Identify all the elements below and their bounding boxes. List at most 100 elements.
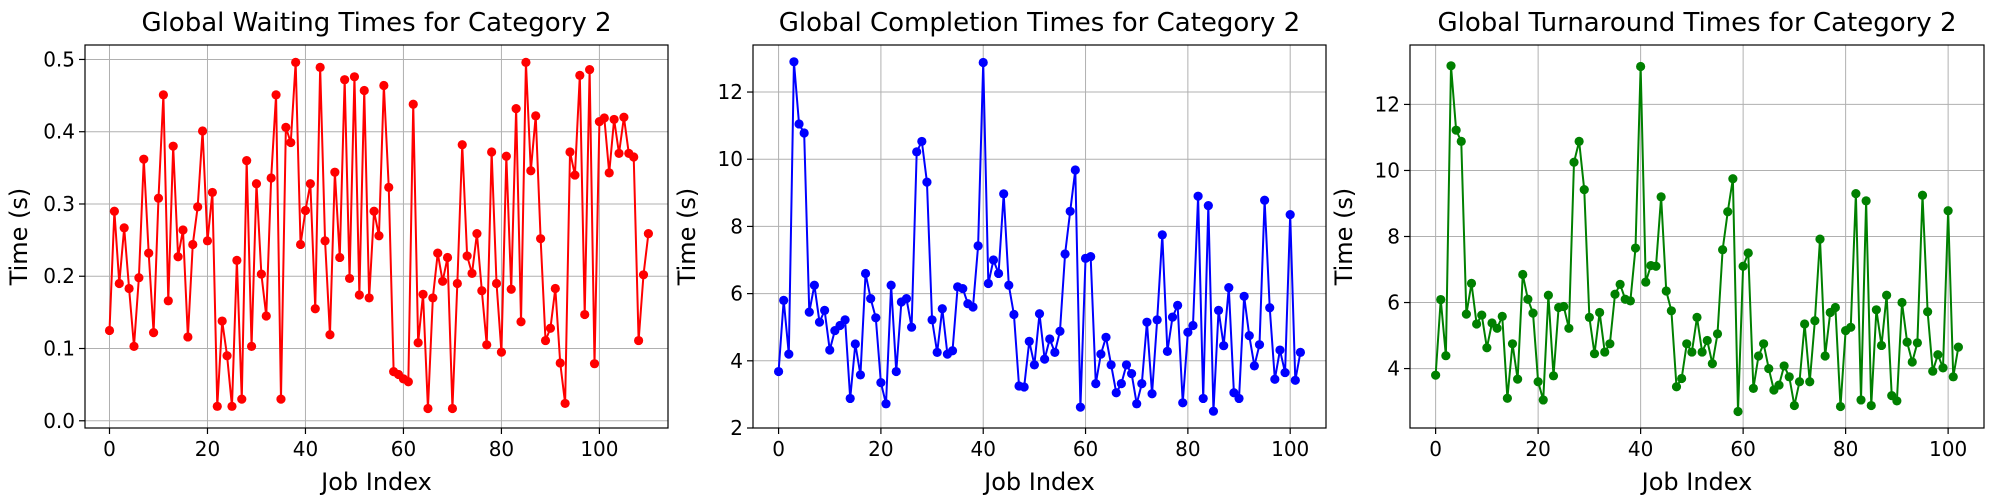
data-point — [560, 398, 570, 409]
data-point — [349, 72, 360, 82]
data-point — [207, 187, 217, 198]
x-axis-label: Job Index — [1640, 468, 1753, 496]
data-point — [1441, 351, 1451, 361]
data-point — [428, 293, 438, 303]
data-point — [1666, 306, 1676, 316]
data-point — [1764, 363, 1774, 374]
y-tick-label: 0.2 — [43, 264, 75, 288]
data-point — [197, 126, 208, 136]
data-point — [163, 296, 173, 306]
data-point — [609, 114, 619, 125]
x-tick-label: 0 — [772, 437, 785, 461]
data-point — [1733, 406, 1743, 417]
data-point — [472, 229, 482, 239]
data-point — [134, 273, 144, 283]
data-point — [413, 338, 423, 348]
data-point — [1651, 261, 1661, 271]
data-point — [310, 304, 320, 314]
data-point — [1774, 380, 1784, 390]
x-tick-label: 100 — [1929, 437, 1967, 461]
data-point — [1810, 316, 1820, 326]
data-point — [1625, 296, 1635, 306]
data-point — [1815, 234, 1825, 244]
data-point — [1482, 343, 1492, 353]
data-point — [1065, 206, 1075, 216]
data-point — [1564, 323, 1574, 333]
data-point — [330, 167, 340, 177]
data-point — [496, 347, 507, 357]
data-point — [1661, 286, 1671, 296]
data-point — [1285, 210, 1295, 220]
data-point — [906, 322, 917, 332]
data-point — [978, 57, 988, 68]
data-point — [1851, 188, 1861, 199]
data-point — [1050, 347, 1060, 358]
data-point — [901, 294, 912, 304]
x-tick-label: 40 — [970, 437, 995, 461]
data-point — [550, 283, 560, 294]
data-point — [511, 103, 521, 114]
data-point — [109, 206, 119, 216]
data-point — [237, 394, 247, 404]
data-point — [227, 401, 237, 411]
data-point — [1029, 360, 1039, 370]
data-point — [246, 341, 257, 351]
data-point — [340, 75, 350, 85]
data-point — [188, 239, 198, 250]
data-point — [1656, 192, 1666, 202]
y-tick-label: 8 — [1387, 225, 1400, 249]
data-point — [521, 57, 531, 67]
data-point — [1595, 307, 1605, 318]
x-tick-label: 80 — [489, 437, 514, 461]
data-point — [1492, 323, 1502, 333]
data-point — [1111, 388, 1121, 398]
data-point — [927, 315, 937, 325]
data-point — [232, 255, 242, 265]
data-point — [467, 268, 477, 278]
data-point — [619, 112, 629, 122]
x-tick-label: 60 — [1073, 437, 1098, 461]
data-point — [779, 295, 789, 305]
data-point — [104, 325, 115, 336]
data-point — [545, 323, 556, 333]
data-point — [999, 189, 1009, 199]
data-point — [540, 335, 551, 346]
data-point — [1034, 309, 1045, 319]
data-point — [1682, 339, 1692, 349]
data-point — [871, 313, 881, 323]
data-point — [1687, 347, 1697, 357]
data-point — [937, 304, 947, 314]
y-axis-label: Time (s) — [673, 188, 701, 287]
data-point — [359, 85, 369, 96]
data-point — [501, 151, 511, 161]
data-point — [634, 335, 644, 346]
data-point — [1712, 329, 1723, 339]
data-point — [379, 80, 389, 91]
data-point — [1846, 322, 1856, 332]
data-point — [958, 283, 968, 294]
data-point — [487, 147, 497, 157]
data-point — [1723, 207, 1733, 217]
axes-frame — [752, 44, 1327, 429]
data-point — [1260, 195, 1270, 205]
data-point — [1953, 342, 1963, 352]
data-point — [202, 236, 213, 246]
data-point — [1528, 308, 1538, 318]
data-point — [947, 346, 958, 356]
data-point — [315, 62, 325, 73]
data-point — [922, 177, 932, 187]
data-point — [1948, 372, 1958, 382]
data-point — [281, 122, 291, 132]
data-point — [825, 345, 835, 355]
data-point — [1472, 319, 1482, 329]
data-point — [256, 269, 266, 279]
data-point — [1096, 349, 1106, 359]
y-tick-label: 8 — [730, 214, 743, 238]
data-point — [565, 147, 575, 157]
data-point — [251, 179, 262, 189]
data-point — [1132, 399, 1142, 409]
data-point — [1188, 320, 1198, 331]
data-point — [536, 234, 546, 244]
data-point — [570, 170, 580, 180]
data-point — [773, 366, 784, 377]
